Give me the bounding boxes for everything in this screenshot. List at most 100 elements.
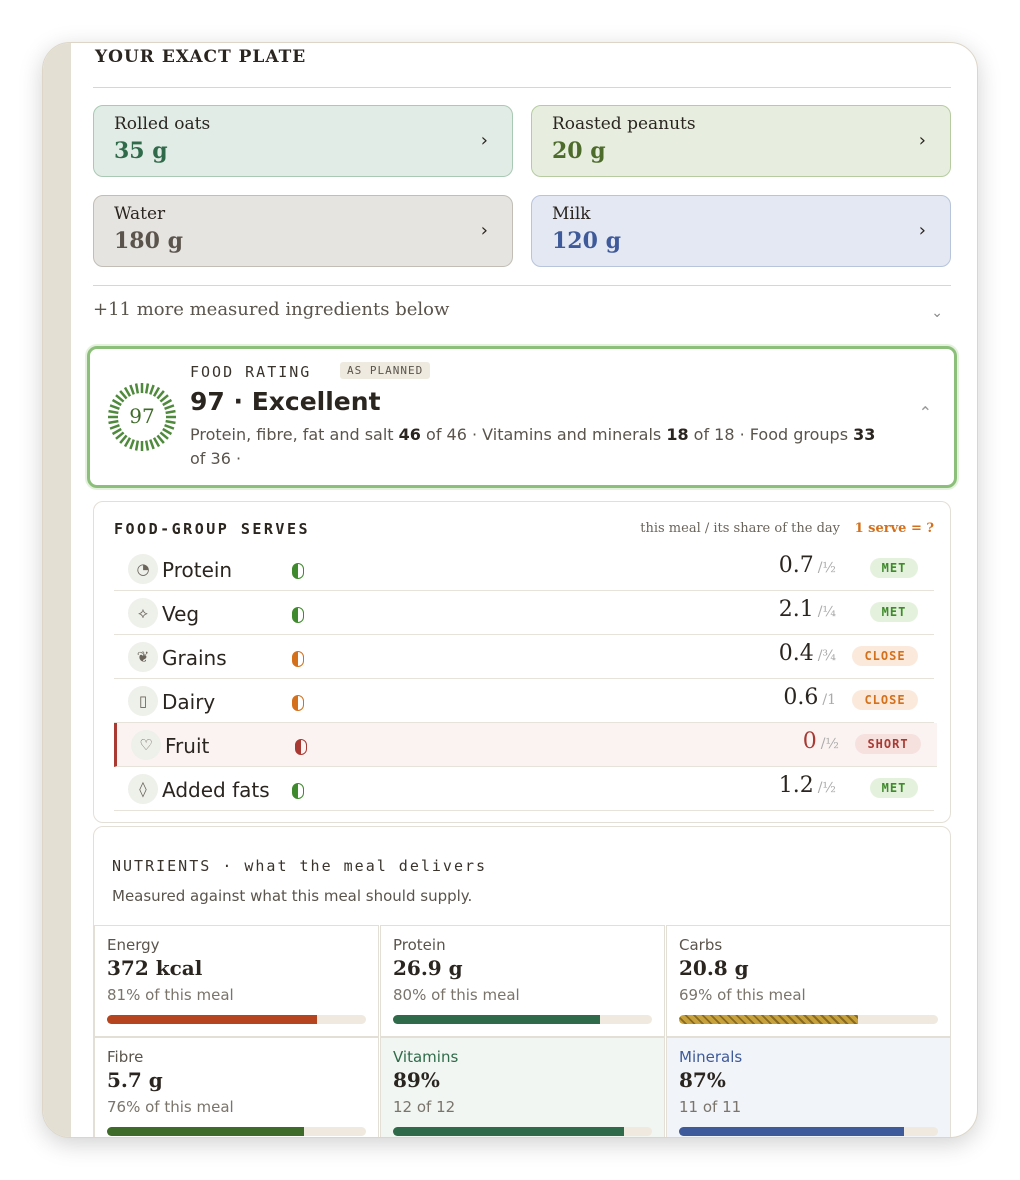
progress-bar xyxy=(393,1127,624,1136)
serve-amount: 0.6/1 xyxy=(783,685,836,710)
progress-bar xyxy=(107,1015,317,1024)
food-name: Added fats xyxy=(162,778,270,802)
serve-help[interactable]: 1 serve = ? xyxy=(854,521,934,536)
food-name: Fruit xyxy=(165,734,210,758)
food-icon: ▯ xyxy=(128,686,158,716)
ring-tick xyxy=(144,440,150,451)
progress-track xyxy=(107,1015,366,1024)
ring-tick xyxy=(165,419,176,425)
food-name: Grains xyxy=(162,646,227,670)
serve-value: 0 xyxy=(802,729,817,754)
nutrient-label: Carbs xyxy=(679,936,723,954)
serve-amount: 2.1/¼ xyxy=(779,597,836,622)
ingredient-card[interactable]: Rolled oats 35 g › xyxy=(93,105,513,177)
food-rating[interactable]: 97 FOOD RATING AS PLANNED 97 · Excellent… xyxy=(87,346,957,488)
nutrient-value: 87% xyxy=(679,1068,726,1092)
serve-target: /¾ xyxy=(817,648,836,664)
chevron[interactable]: › xyxy=(480,220,488,241)
serve-indicator xyxy=(292,783,304,799)
serve-row: ▯ Dairy 0.6/1 CLOSE xyxy=(114,679,934,723)
nutrient-label: Protein xyxy=(393,936,446,954)
nutrients-title: NUTRIENTS · what the meal delivers xyxy=(112,857,487,875)
progress-track xyxy=(107,1127,366,1136)
chevron[interactable]: › xyxy=(480,130,488,151)
serve-target: /1 xyxy=(822,692,836,708)
score-ring: 97 xyxy=(108,383,176,451)
ingredient-amount: 120 g xyxy=(552,228,621,254)
food-name: Protein xyxy=(162,558,233,582)
serve-value: 0.6 xyxy=(783,685,819,710)
status-pill: CLOSE xyxy=(852,690,918,710)
nutrients-panel: NUTRIENTS · what the meal delivers Measu… xyxy=(93,826,951,1137)
ring-tick xyxy=(115,394,125,403)
divider xyxy=(93,285,951,286)
serve-indicator xyxy=(292,651,304,667)
serve-row: ◔ Protein 0.7/½ MET xyxy=(114,547,934,591)
serves-note: this meal / its share of the day xyxy=(640,521,840,536)
ring-tick xyxy=(162,427,173,436)
nutrient-value: 372 kcal xyxy=(107,956,203,980)
ring-tick xyxy=(111,427,122,436)
serve-indicator xyxy=(292,563,304,579)
chevron[interactable]: › xyxy=(918,130,926,151)
nutrient-label: Energy xyxy=(107,936,160,954)
serve-indicator xyxy=(292,607,304,623)
nutrient-card: Minerals 87% 11 of 11 xyxy=(666,1037,950,1137)
ring-tick xyxy=(123,386,132,397)
food-icon: ◊ xyxy=(128,774,158,804)
ingredient-card[interactable]: Milk 120 g › xyxy=(531,195,951,267)
food-icon: ❦ xyxy=(128,642,158,672)
serve-row: ♡ Fruit 0/½ SHORT xyxy=(114,723,937,767)
ring-tick xyxy=(152,386,161,397)
serve-value: 1.2 xyxy=(778,773,814,798)
progress-bar xyxy=(679,1015,858,1024)
progress-track xyxy=(393,1127,652,1136)
ring-tick xyxy=(109,404,120,410)
ring-tick xyxy=(119,390,128,400)
ingredient-name: Water xyxy=(114,204,166,224)
serves-panel: FOOD-GROUP SERVES this meal / its share … xyxy=(93,501,951,823)
ring-tick xyxy=(165,409,176,415)
serve-target: /½ xyxy=(820,736,839,752)
ring-tick xyxy=(108,419,119,425)
rating-detail: Protein, fibre, fat and salt 46 of 46 · … xyxy=(190,423,890,471)
app-frame: YOUR EXACT PLATE +11 more measured ingre… xyxy=(42,42,978,1138)
ring-tick xyxy=(123,437,132,448)
nutrient-note: 11 of 11 xyxy=(679,1098,742,1116)
detail-count: 18 xyxy=(666,425,689,444)
nutrient-note: 69% of this meal xyxy=(679,986,806,1004)
ring-tick xyxy=(159,394,169,403)
nutrient-value: 26.9 g xyxy=(393,956,463,980)
ring-tick xyxy=(129,439,135,450)
ingredient-card[interactable]: Roasted peanuts 20 g › xyxy=(531,105,951,177)
serve-target: /½ xyxy=(817,560,836,576)
nutrients-heading: NUTRIENTS xyxy=(112,857,212,875)
ring-tick xyxy=(149,384,155,395)
progress-bar xyxy=(107,1127,304,1136)
ring-tick xyxy=(134,383,140,394)
more-ingredients[interactable]: +11 more measured ingredients below xyxy=(93,299,450,320)
serve-amount: 1.2/½ xyxy=(779,773,836,798)
progress-bar xyxy=(393,1015,601,1024)
nutrients-heading-suffix: · what the meal delivers xyxy=(222,857,488,875)
expand-icon[interactable]: ⌄ xyxy=(931,305,943,321)
detail-count: 33 xyxy=(853,425,876,444)
ring-tick xyxy=(152,437,161,448)
ring-tick xyxy=(159,431,169,440)
food-icon: ◔ xyxy=(128,554,158,584)
nutrient-card: Carbs 20.8 g 69% of this meal xyxy=(666,925,950,1037)
nutrient-note: 80% of this meal xyxy=(393,986,520,1004)
collapse-icon[interactable]: ⌃ xyxy=(918,403,932,422)
nutrient-card: Protein 26.9 g 80% of this meal xyxy=(380,925,665,1037)
ingredient-card[interactable]: Water 180 g › xyxy=(93,195,513,267)
chevron[interactable]: › xyxy=(918,220,926,241)
serve-amount: 0/½ xyxy=(803,729,839,754)
food-name: Dairy xyxy=(162,690,216,714)
ring-tick xyxy=(164,424,175,430)
nutrient-card: Fibre 5.7 g 76% of this meal xyxy=(94,1037,379,1137)
serve-value: 2.1 xyxy=(778,597,814,622)
ring-tick xyxy=(156,434,165,444)
ingredient-amount: 180 g xyxy=(114,228,183,254)
status-pill: MET xyxy=(870,558,918,578)
